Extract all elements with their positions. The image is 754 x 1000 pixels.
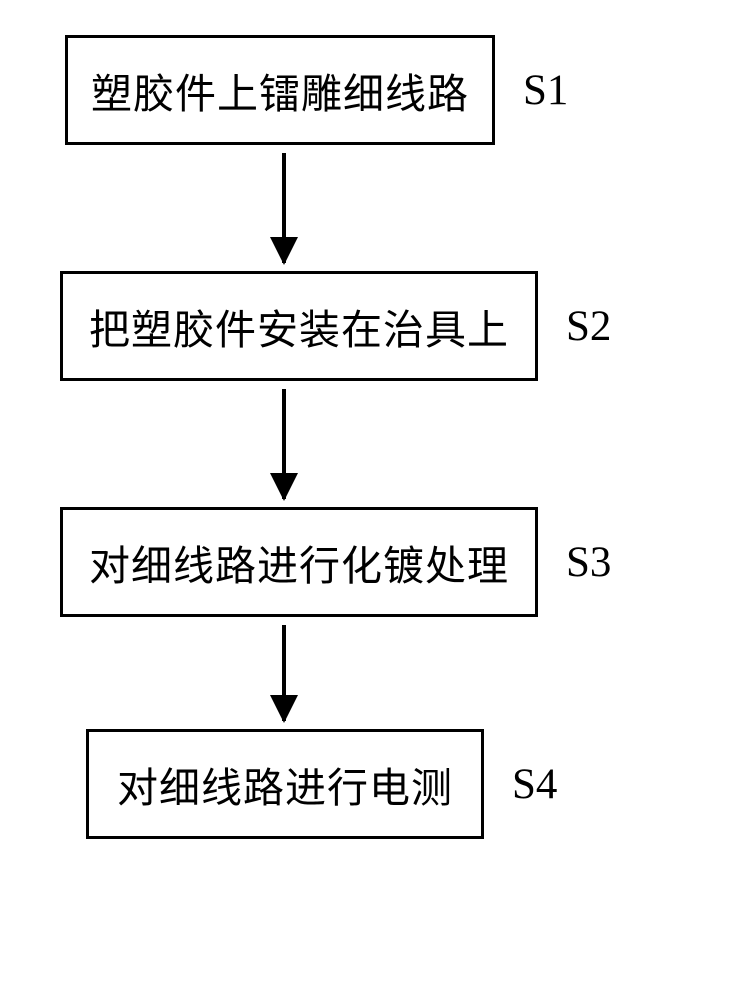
step-label-4: S4 — [512, 760, 557, 809]
step-row-1: 塑胶件上镭雕细线路 S1 — [60, 35, 700, 145]
arrow-3 — [282, 625, 286, 721]
step-box-2: 把塑胶件安装在治具上 — [60, 271, 538, 381]
step-text-2: 把塑胶件安装在治具上 — [89, 296, 509, 356]
step-text-1: 塑胶件上镭雕细线路 — [91, 60, 469, 120]
step-label-1: S1 — [523, 66, 568, 115]
step-box-4: 对细线路进行电测 — [86, 729, 484, 839]
step-box-1: 塑胶件上镭雕细线路 — [65, 35, 495, 145]
arrow-container-3 — [60, 625, 700, 721]
step-text-3: 对细线路进行化镀处理 — [89, 532, 509, 592]
step-row-2: 把塑胶件安装在治具上 S2 — [60, 271, 700, 381]
arrow-container-1 — [60, 153, 700, 263]
step-label-3: S3 — [566, 538, 611, 587]
step-text-4: 对细线路进行电测 — [117, 754, 453, 814]
arrow-1 — [282, 153, 286, 263]
step-row-4: 对细线路进行电测 S4 — [60, 729, 700, 839]
process-flowchart: 塑胶件上镭雕细线路 S1 把塑胶件安装在治具上 S2 对细线路进行化镀处理 S3… — [60, 35, 700, 839]
step-row-3: 对细线路进行化镀处理 S3 — [60, 507, 700, 617]
step-box-3: 对细线路进行化镀处理 — [60, 507, 538, 617]
arrow-2 — [282, 389, 286, 499]
step-label-2: S2 — [566, 302, 611, 351]
arrow-container-2 — [60, 389, 700, 499]
